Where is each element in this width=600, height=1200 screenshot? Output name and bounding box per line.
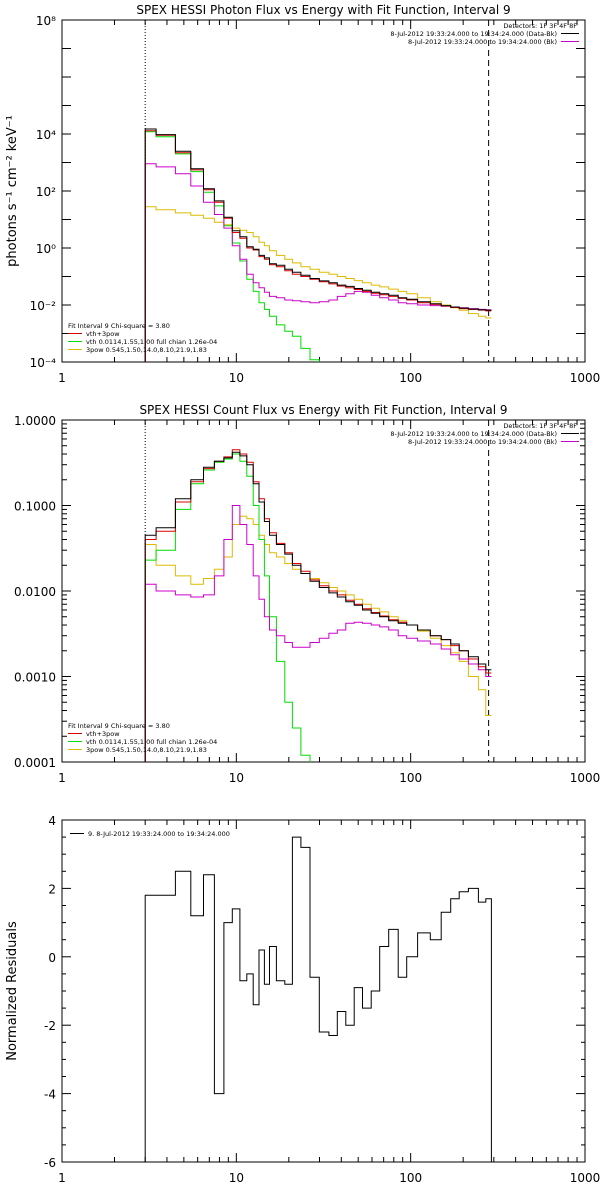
- y-tick-label: 0.0010: [14, 671, 56, 685]
- series-bk: [144, 505, 492, 762]
- y-tick-label: -4: [44, 1088, 56, 1102]
- series-bk: [144, 163, 492, 362]
- x-tick-label: 1: [58, 371, 66, 385]
- x-tick-label: 1000: [570, 1171, 600, 1185]
- y-tick-label: 10⁻⁴: [30, 356, 57, 370]
- series-data-bk: [144, 451, 492, 762]
- y-tick-label: -6: [44, 1156, 56, 1170]
- y-axis-label: photons s⁻¹ cm⁻² keV⁻¹: [5, 115, 20, 267]
- legend-detectors: Detectors: 1F 3F 4F 8F: [503, 422, 577, 430]
- legend-fit-label: vth+3pow: [86, 730, 120, 738]
- series-residuals: [144, 836, 492, 1162]
- x-tick-label: 1: [58, 1171, 66, 1185]
- y-tick-label: 10²: [36, 185, 56, 199]
- series-vth: [144, 131, 320, 362]
- legend-fit-label: 3pow 0.545,1.50,14.0,8.10,21.9,1.83: [86, 346, 207, 354]
- legend-fit-label: vth 0.0114,1.55,1.00 full chian 1.26e-04: [86, 338, 217, 346]
- x-tick-label: 100: [399, 1171, 422, 1185]
- series-vth-3pow: [144, 130, 492, 362]
- series-3pow: [144, 515, 492, 762]
- y-tick-label: 4: [48, 814, 56, 828]
- x-tick-label: 10: [229, 771, 244, 785]
- y-tick-label: -2: [44, 1019, 56, 1033]
- x-tick-label: 10: [229, 1171, 244, 1185]
- series-vth-3pow: [144, 449, 492, 762]
- legend-right-label: 8-Jul-2012 19:33:24.000 to 19:34:24.000 …: [390, 430, 557, 438]
- y-tick-label: 1.0000: [14, 414, 56, 428]
- plot-frame: [61, 419, 586, 763]
- x-tick-label: 1: [58, 771, 66, 785]
- chart-title: SPEX HESSI Count Flux vs Energy with Fit…: [139, 403, 507, 417]
- legend-fit-label: vth 0.0114,1.55,1.00 full chian 1.26e-04: [86, 738, 217, 746]
- y-tick-label: 10⁴: [36, 128, 56, 142]
- chart-title: SPEX HESSI Photon Flux vs Energy with Fi…: [136, 3, 510, 17]
- x-tick-label: 100: [399, 371, 422, 385]
- x-tick-label: 10: [229, 371, 244, 385]
- y-axis-label: Normalized Residuals: [5, 921, 20, 1061]
- legend-right-label: 8-Jul-2012 19:33:24.000 to 19:34:24.000 …: [390, 30, 557, 38]
- legend-fit-header: Fit Interval 9 Chi-square = 3.80: [68, 722, 170, 730]
- y-tick-label: 10⁻²: [30, 299, 57, 313]
- plot-frame: [61, 19, 586, 363]
- y-tick-label: 0.0001: [14, 756, 56, 770]
- legend-right-label: 8-Jul-2012 19:33:24.000 to 19:34:24.000 …: [408, 438, 557, 446]
- series-data-bk: [144, 128, 492, 362]
- y-tick-label: 10⁰: [36, 242, 56, 256]
- y-tick-label: 2: [48, 882, 56, 896]
- y-tick-label: 0.0100: [14, 585, 56, 599]
- y-tick-label: 0.1000: [14, 500, 56, 514]
- x-tick-label: 100: [399, 771, 422, 785]
- plot-frame: [61, 819, 586, 1163]
- legend-fit-label: vth+3pow: [86, 330, 120, 338]
- legend-right-label: 8-Jul-2012 19:33:24.000 to 19:34:24.000 …: [408, 38, 557, 46]
- x-tick-label: 1000: [570, 771, 600, 785]
- legend-label: 9. 8-Jul-2012 19:33:24.000 to 19:34:24.0…: [88, 830, 230, 838]
- legend-fit-header: Fit Interval 9 Chi-square = 3.80: [68, 322, 170, 330]
- y-tick-label: 10⁸: [36, 14, 56, 28]
- legend-fit-label: 3pow 0.545,1.50,14.0,8.10,21.9,1.83: [86, 746, 207, 754]
- y-tick-label: 0: [48, 951, 56, 965]
- x-tick-label: 1000: [570, 371, 600, 385]
- legend-detectors: Detectors: 1F 3F 4F 8F: [503, 22, 577, 30]
